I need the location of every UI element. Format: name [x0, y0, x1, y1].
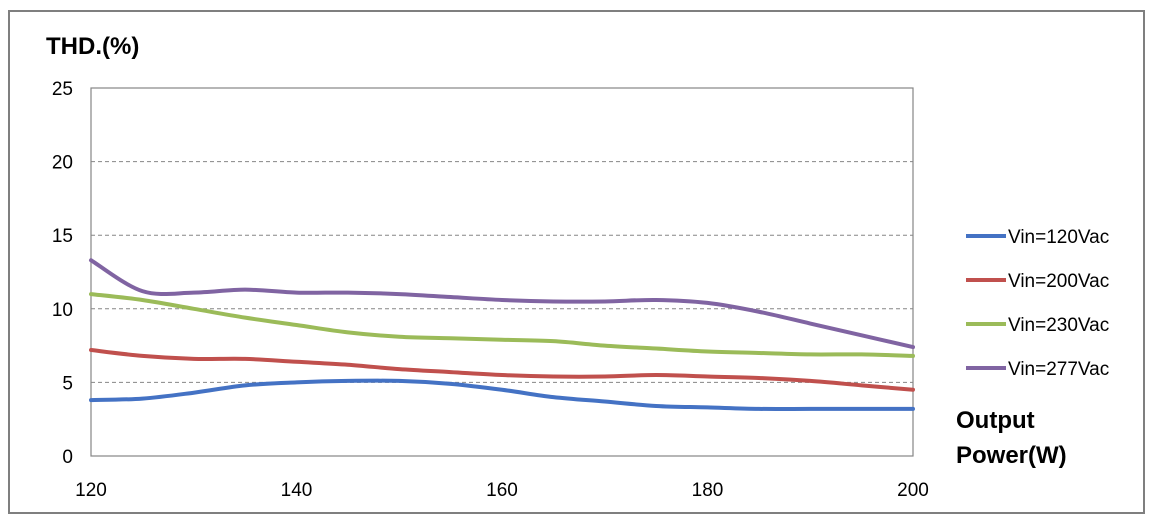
plot-area-border	[90, 87, 914, 457]
y-tick-label: 5	[62, 373, 73, 394]
series-line-vin-277vac	[89, 258, 915, 350]
x-tick-labels: 120 140 160 180 200	[75, 480, 929, 501]
series-line-vin-200vac	[89, 348, 915, 392]
y-tick-label: 20	[52, 153, 73, 174]
y-tick-label: 10	[52, 300, 73, 321]
legend-label: Vin=120Vac	[1008, 227, 1109, 248]
legend-label: Vin=230Vac	[1008, 315, 1109, 336]
legend-label: Vin=277Vac	[1008, 359, 1109, 380]
x-tick-label: 140	[281, 480, 313, 501]
chart-frame	[8, 10, 1145, 514]
x-axis-title-line1: Output	[956, 407, 1035, 434]
y-tick-label: 0	[62, 447, 73, 468]
series-line-vin-120vac	[89, 378, 915, 412]
series-lines	[89, 258, 915, 412]
x-tick-label: 120	[75, 480, 107, 501]
x-tick-label: 180	[692, 480, 724, 501]
y-tick-label: 25	[52, 79, 73, 100]
y-axis-title: THD.(%)	[46, 33, 139, 60]
y-tick-label: 15	[52, 226, 73, 247]
series-line-vin-230vac	[89, 292, 915, 358]
legend-label: Vin=200Vac	[1008, 271, 1109, 292]
legend: Vin=120Vac Vin=200Vac Vin=230Vac Vin=277Vac	[966, 227, 1109, 380]
x-tick-label: 200	[897, 480, 929, 501]
x-axis-title-line2: Power(W)	[956, 442, 1067, 469]
x-tick-label: 160	[486, 480, 518, 501]
grid-lines	[91, 161, 913, 383]
y-tick-labels: 0 5 10 15 20 25	[52, 79, 73, 468]
